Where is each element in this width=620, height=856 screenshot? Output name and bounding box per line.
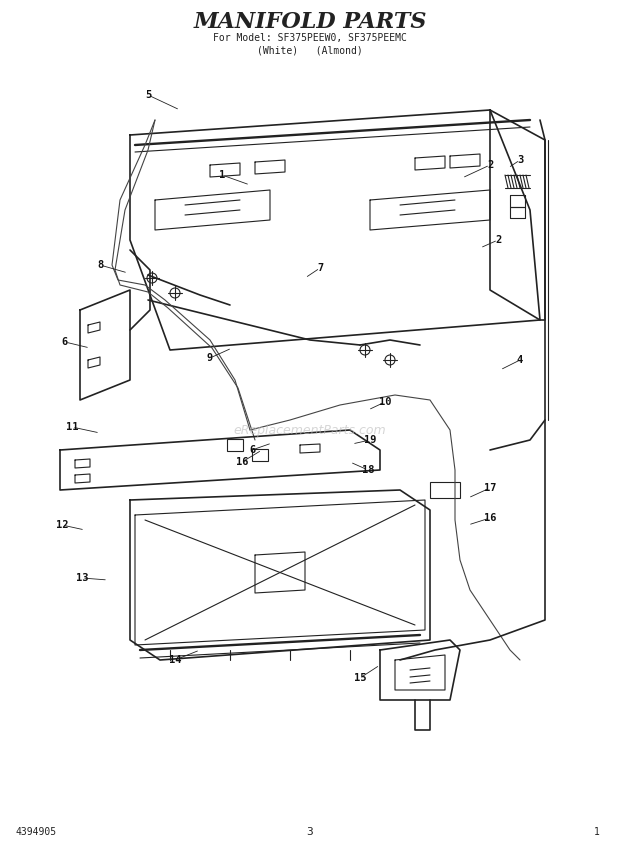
Text: 10: 10 [379, 397, 391, 407]
Text: 3: 3 [517, 155, 523, 165]
Text: 6: 6 [249, 445, 255, 455]
Text: For Model: SF375PEEW0, SF375PEEMC: For Model: SF375PEEW0, SF375PEEMC [213, 33, 407, 43]
Text: MANIFOLD PARTS: MANIFOLD PARTS [193, 11, 427, 33]
Text: 1: 1 [219, 170, 225, 180]
Text: 3: 3 [307, 827, 313, 837]
Text: 16: 16 [236, 457, 248, 467]
Text: 15: 15 [354, 673, 366, 683]
Text: 8: 8 [97, 260, 103, 270]
Text: 17: 17 [484, 483, 496, 493]
Text: 2: 2 [495, 235, 501, 245]
Text: 2: 2 [487, 160, 493, 170]
Bar [430, 482, 460, 498]
Bar [252, 449, 268, 461]
Text: 19: 19 [364, 435, 376, 445]
Text: 9: 9 [207, 353, 213, 363]
Text: 11: 11 [66, 422, 78, 432]
Text: 7: 7 [317, 263, 323, 273]
Text: 6: 6 [62, 337, 68, 347]
Text: 16: 16 [484, 513, 496, 523]
Text: 4394905: 4394905 [15, 827, 56, 837]
Text: 5: 5 [145, 90, 151, 100]
Text: 4: 4 [517, 355, 523, 365]
Text: 18: 18 [361, 465, 374, 475]
Text: eReplacementParts.com: eReplacementParts.com [234, 424, 386, 437]
Bar [227, 439, 243, 451]
Text: 12: 12 [56, 520, 68, 530]
Text: 1: 1 [594, 827, 600, 837]
Text: 13: 13 [76, 573, 88, 583]
Text: (White)   (Almond): (White) (Almond) [257, 45, 363, 55]
Text: 14: 14 [169, 655, 181, 665]
